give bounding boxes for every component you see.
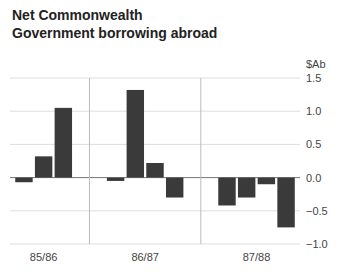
grid-line	[10, 210, 300, 211]
bar	[238, 178, 255, 198]
bars	[15, 90, 295, 227]
grid-line	[10, 144, 300, 145]
grid-line	[10, 78, 300, 79]
bar	[55, 108, 72, 178]
y-tick-label: −0.5	[306, 205, 328, 217]
bar	[258, 178, 275, 185]
bar	[35, 156, 52, 177]
x-tick-label: 86/87	[131, 251, 159, 263]
group-separator	[200, 78, 201, 244]
bar	[107, 178, 124, 181]
title: Net CommonwealthGovernment borrowing abr…	[12, 7, 217, 41]
y-axis-label: $Ab	[306, 58, 326, 70]
bar	[166, 178, 183, 198]
bar	[218, 178, 235, 206]
y-axis: −1.0 −0.5 0.0 0.5 1.0 1.5	[306, 72, 328, 250]
grid-line	[10, 111, 300, 112]
x-axis: 85/86 86/87 87/88	[30, 78, 270, 263]
chart-container: Net CommonwealthGovernment borrowing abr…	[0, 0, 350, 275]
grid	[10, 78, 300, 244]
y-tick-label: 1.5	[306, 72, 321, 84]
bar	[127, 90, 144, 178]
x-tick-label: 87/88	[243, 251, 271, 263]
bar	[277, 178, 294, 228]
chart: Net CommonwealthGovernment borrowing abr…	[0, 0, 350, 275]
bar	[146, 163, 163, 178]
y-tick-label: 1.0	[306, 105, 321, 117]
grid-line	[10, 244, 300, 245]
y-tick-label: 0.0	[306, 172, 321, 184]
group-separator	[89, 78, 90, 244]
y-tick-label: −1.0	[306, 238, 328, 250]
x-tick-label: 85/86	[30, 251, 58, 263]
bar	[15, 178, 32, 183]
y-tick-label: 0.5	[306, 138, 321, 150]
